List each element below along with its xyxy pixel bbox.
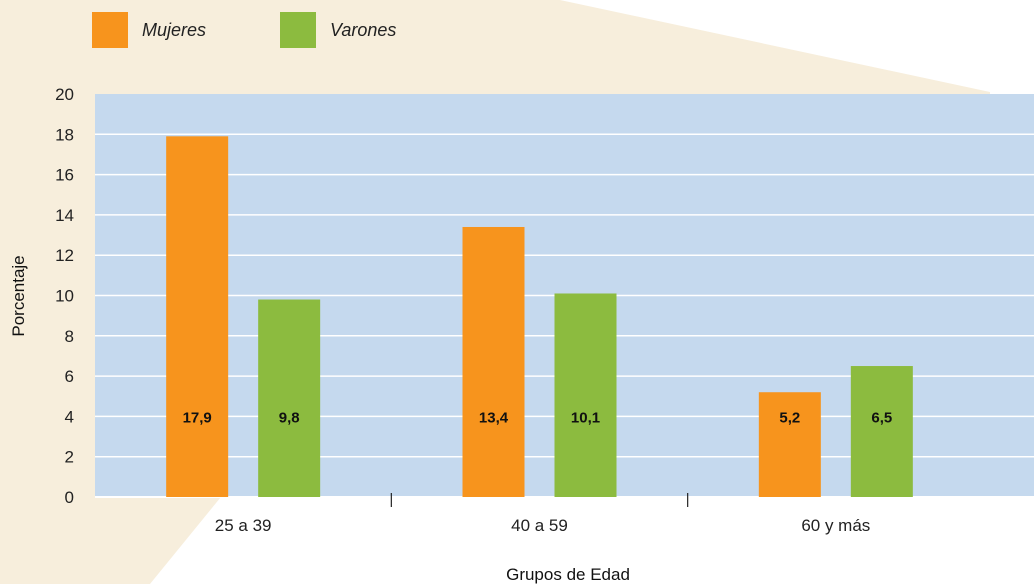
bar-mujeres <box>758 392 821 497</box>
legend-swatch-mujeres <box>92 12 128 48</box>
y-tick-label: 12 <box>55 246 74 265</box>
bar-varones <box>258 299 321 497</box>
data-label-mujeres: 13,4 <box>479 409 509 426</box>
data-label-varones: 9,8 <box>279 409 300 426</box>
legend-label-varones: Varones <box>330 19 397 40</box>
y-tick-label: 20 <box>55 85 74 104</box>
x-tick-label: 40 a 59 <box>511 516 568 535</box>
y-tick-label: 0 <box>65 488 74 507</box>
data-label-varones: 10,1 <box>571 409 600 426</box>
x-tick-label: 25 a 39 <box>215 516 272 535</box>
data-label-varones: 6,5 <box>871 409 892 426</box>
legend-label-mujeres: Mujeres <box>142 19 207 40</box>
bar-varones <box>554 293 617 497</box>
y-axis-title: Porcentaje <box>9 255 28 336</box>
bar-mujeres <box>462 226 525 498</box>
legend-item-varones: Varones <box>280 12 396 48</box>
x-tick-label: 60 y más <box>801 516 870 535</box>
y-tick-label: 18 <box>55 125 74 144</box>
y-tick-label: 14 <box>55 206 74 225</box>
y-tick-label: 2 <box>65 448 74 467</box>
bar-varones <box>850 366 913 497</box>
legend-item-mujeres: Mujeres <box>92 12 206 48</box>
chart-marks: 0 2 4 6 8 10 12 14 16 18 20 25 a 39 17,9 9,8 40 a 59 13… <box>55 85 913 535</box>
x-axis-title: Grupos de Edad <box>506 565 630 584</box>
y-tick-label: 10 <box>55 287 74 306</box>
y-tick-label: 4 <box>65 407 74 426</box>
legend-swatch-varones <box>280 12 316 48</box>
y-tick-label: 6 <box>65 367 74 386</box>
bar-mujeres <box>166 136 229 497</box>
data-label-mujeres: 5,2 <box>779 409 800 426</box>
y-tick-label: 8 <box>65 327 74 346</box>
y-tick-label: 16 <box>55 166 74 185</box>
data-label-mujeres: 17,9 <box>183 409 212 426</box>
